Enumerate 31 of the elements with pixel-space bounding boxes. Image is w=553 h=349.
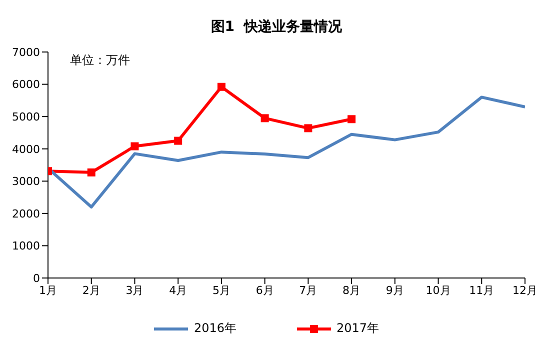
x-tick-label: 10月 xyxy=(426,284,451,297)
annotation: 单位：万件 xyxy=(70,52,130,69)
legend-label: 2016年 xyxy=(192,320,236,337)
point xyxy=(87,168,96,176)
y-tick-label: 2000 xyxy=(12,207,40,220)
x-tick-label: 12月 xyxy=(512,284,538,297)
point xyxy=(217,82,226,91)
y-tick-label: 4000 xyxy=(12,142,40,156)
x-tick-label: 5月 xyxy=(212,284,230,297)
x-tick-label: 1月 xyxy=(39,284,57,297)
y-tick-label: 3000 xyxy=(12,175,40,188)
x-tick-label: 9月 xyxy=(386,284,404,297)
chart-title: 图1 快递业务量情况 xyxy=(210,18,344,37)
point xyxy=(174,136,182,145)
point xyxy=(304,124,312,132)
legend-label: 2017年 xyxy=(336,320,380,337)
x-tick-label: 4月 xyxy=(169,284,188,297)
y-tick-label: 1000 xyxy=(12,240,40,253)
point xyxy=(130,142,139,150)
y-tick-label: 5000 xyxy=(12,110,40,124)
x-tick-label: 11月 xyxy=(469,284,494,297)
x-tick-label: 3月 xyxy=(126,284,144,297)
y-tick-label: 7000 xyxy=(12,46,40,59)
x-tick-label: 2月 xyxy=(82,284,100,297)
x-tick-label: 8月 xyxy=(342,284,361,297)
y-tick-label: 0 xyxy=(33,272,40,285)
x-tick-label: 7月 xyxy=(299,284,318,297)
point xyxy=(348,115,356,124)
point xyxy=(260,114,269,122)
y-tick-label: 6000 xyxy=(12,78,40,92)
x-tick-label: 6月 xyxy=(256,284,274,297)
